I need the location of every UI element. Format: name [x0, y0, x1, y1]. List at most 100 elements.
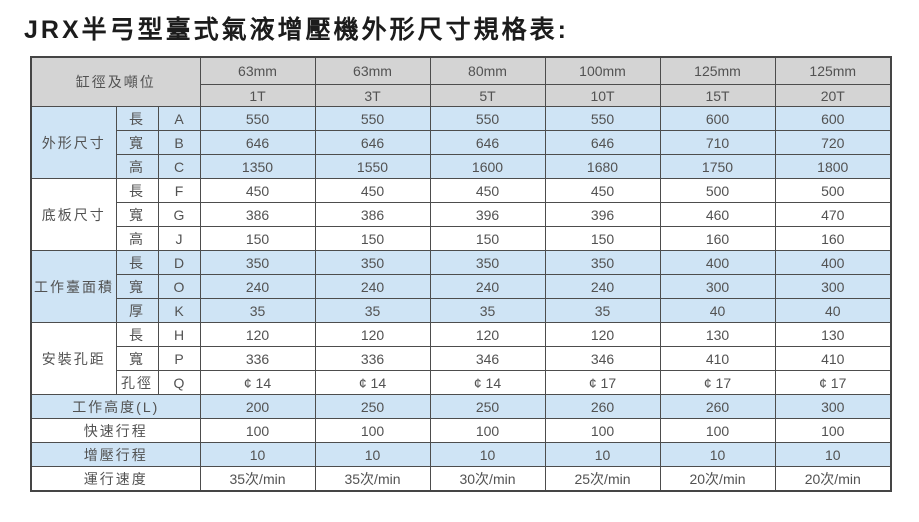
value-cell: 450 [314, 178, 431, 203]
column-header-tonnage: 20T [774, 84, 892, 107]
value-cell: ¢ 17 [774, 370, 892, 395]
spec-table: 缸徑及噸位 63mm 63mm 80mm 100mm 125mm 125mm 1… [30, 56, 892, 492]
dimension-label: 高 [115, 226, 159, 251]
value-cell: 100 [774, 418, 892, 443]
value-cell: 260 [659, 394, 776, 419]
value-cell: 470 [774, 202, 892, 227]
dimension-code: K [157, 298, 201, 323]
value-cell: 160 [659, 226, 776, 251]
value-cell: 160 [774, 226, 892, 251]
value-cell: 386 [314, 202, 431, 227]
value-cell: 240 [314, 274, 431, 299]
value-cell: 100 [314, 418, 431, 443]
column-header-tonnage: 10T [544, 84, 661, 107]
header-row-tonnage: 1T 3T 5T 10T 15T 20T [31, 84, 892, 107]
value-cell: 35次/min [314, 466, 431, 492]
column-header-tonnage: 5T [429, 84, 546, 107]
value-cell: 10 [774, 442, 892, 467]
corner-header-cell: 缸徑及噸位 [30, 56, 201, 107]
value-cell: 400 [774, 250, 892, 275]
dimension-code: B [157, 130, 201, 155]
dimension-label: 寬 [115, 202, 159, 227]
summary-row-label: 快速行程 [30, 418, 201, 443]
table-row: 運行速度 35次/min 35次/min 30次/min 25次/min 20次… [30, 466, 892, 492]
dimension-label: 高 [115, 154, 159, 179]
value-cell: 130 [774, 322, 892, 347]
table-row: 高 J 150 150 150 150 160 160 [31, 226, 892, 251]
row-group-label: 安裝孔距 [30, 322, 117, 395]
value-cell: 450 [199, 178, 316, 203]
value-cell: 20次/min [774, 466, 892, 492]
value-cell: 240 [544, 274, 661, 299]
value-cell: 386 [199, 202, 316, 227]
column-header-tonnage: 15T [659, 84, 776, 107]
value-cell: ¢ 17 [659, 370, 776, 395]
value-cell: 500 [774, 178, 892, 203]
dimension-label: 孔徑 [115, 370, 159, 395]
table-row: 增壓行程 10 10 10 10 10 10 [30, 442, 892, 467]
value-cell: 100 [199, 418, 316, 443]
table-row: 快速行程 100 100 100 100 100 100 [30, 418, 892, 443]
dimension-label: 寬 [115, 130, 159, 155]
column-header-tonnage: 3T [314, 84, 431, 107]
value-cell: 350 [544, 250, 661, 275]
value-cell: 120 [199, 322, 316, 347]
value-cell: 1750 [659, 154, 776, 179]
dimension-label: 長 [115, 250, 159, 275]
value-cell: 450 [429, 178, 546, 203]
table-row: 厚 K 35 35 35 35 40 40 [31, 298, 892, 323]
table-row: 高 C 1350 1550 1600 1680 1750 1800 [31, 154, 892, 179]
value-cell: 100 [429, 418, 546, 443]
column-header-diameter: 125mm [774, 56, 892, 85]
table-row: 工作高度(L) 200 250 250 260 260 300 [30, 394, 892, 419]
header-row-diameter: 缸徑及噸位 63mm 63mm 80mm 100mm 125mm 125mm [30, 56, 892, 107]
value-cell: 150 [429, 226, 546, 251]
row-group-label: 外形尺寸 [30, 106, 117, 179]
value-cell: 350 [199, 250, 316, 275]
value-cell: 410 [659, 346, 776, 371]
value-cell: ¢ 14 [199, 370, 316, 395]
dimension-code: O [157, 274, 201, 299]
row-group-label: 工作臺面積 [30, 250, 117, 323]
value-cell: 10 [659, 442, 776, 467]
page-title: JRX半弓型臺式氣液增壓機外形尺寸規格表: [24, 16, 569, 44]
value-cell: 35 [544, 298, 661, 323]
value-cell: 260 [544, 394, 661, 419]
dimension-code: A [157, 106, 201, 131]
value-cell: 350 [314, 250, 431, 275]
value-cell: 1350 [199, 154, 316, 179]
summary-row-label: 增壓行程 [30, 442, 201, 467]
value-cell: 500 [659, 178, 776, 203]
dimension-code: F [157, 178, 201, 203]
dimension-code: C [157, 154, 201, 179]
value-cell: 720 [774, 130, 892, 155]
dimension-label: 寬 [115, 274, 159, 299]
value-cell: 35 [199, 298, 316, 323]
column-header-diameter: 63mm [199, 56, 316, 85]
dimension-code: P [157, 346, 201, 371]
value-cell: 346 [429, 346, 546, 371]
value-cell: 35次/min [199, 466, 316, 492]
value-cell: 600 [774, 106, 892, 131]
dimension-code: H [157, 322, 201, 347]
table-row: 寬 O 240 240 240 240 300 300 [31, 274, 892, 299]
value-cell: 350 [429, 250, 546, 275]
summary-row-label: 運行速度 [30, 466, 201, 492]
dimension-code: G [157, 202, 201, 227]
value-cell: 150 [199, 226, 316, 251]
value-cell: 40 [774, 298, 892, 323]
value-cell: 646 [544, 130, 661, 155]
value-cell: 120 [314, 322, 431, 347]
column-header-diameter: 80mm [429, 56, 546, 85]
value-cell: 550 [199, 106, 316, 131]
value-cell: 240 [199, 274, 316, 299]
value-cell: 600 [659, 106, 776, 131]
value-cell: ¢ 14 [429, 370, 546, 395]
dimension-label: 寬 [115, 346, 159, 371]
value-cell: 550 [314, 106, 431, 131]
table-row: 工作臺面積 長 D 350 350 350 350 400 400 [30, 250, 892, 323]
value-cell: 300 [659, 274, 776, 299]
table-row: 外形尺寸 長 A 550 550 550 550 600 600 [30, 106, 892, 179]
value-cell: 40 [659, 298, 776, 323]
value-cell: 240 [429, 274, 546, 299]
